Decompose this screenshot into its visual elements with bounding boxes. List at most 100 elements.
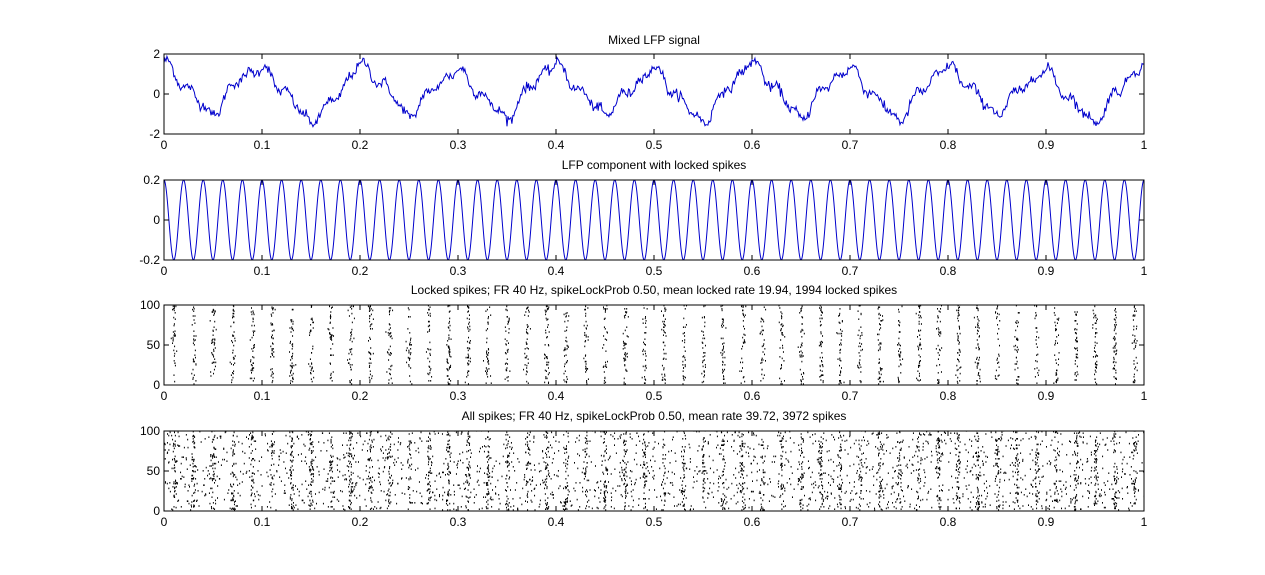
- spike-mark: [604, 309, 606, 312]
- spike-mark: [367, 442, 369, 445]
- spike-mark: [722, 502, 724, 505]
- spike-mark: [1131, 451, 1133, 454]
- spike-mark: [1037, 431, 1039, 434]
- spike-mark: [389, 336, 391, 338]
- spike-mark: [605, 504, 607, 506]
- spike-mark: [568, 315, 570, 317]
- spike-mark: [448, 466, 450, 468]
- spike-mark: [526, 371, 528, 373]
- spike-mark: [977, 322, 979, 324]
- plot-mixed-lfp: [164, 54, 1144, 128]
- spike-mark: [332, 477, 334, 479]
- spike-mark: [877, 471, 879, 474]
- spike-mark: [436, 488, 438, 490]
- spike-mark: [214, 508, 216, 510]
- x-tick-label: 0.2: [352, 264, 369, 278]
- spike-mark: [233, 305, 235, 308]
- spike-mark: [743, 333, 745, 336]
- spike-mark: [251, 336, 253, 339]
- spike-mark: [487, 470, 489, 473]
- spike-mark: [741, 440, 743, 442]
- spike-mark: [898, 494, 900, 497]
- spike-mark: [350, 486, 352, 488]
- spike-mark: [194, 354, 196, 356]
- spike-mark: [446, 468, 448, 470]
- spike-mark: [625, 495, 627, 498]
- spike-mark: [429, 439, 431, 442]
- spike-mark: [1056, 498, 1058, 501]
- spike-mark: [989, 504, 991, 506]
- spike-mark: [977, 374, 979, 376]
- spike-mark: [427, 455, 429, 458]
- spike-mark: [1116, 497, 1118, 499]
- spike-mark: [1053, 382, 1055, 384]
- spike-mark: [937, 458, 939, 460]
- spike-mark: [997, 494, 999, 496]
- spike-mark: [603, 326, 605, 328]
- spike-mark: [920, 329, 922, 332]
- spike-mark: [822, 374, 824, 376]
- spike-mark: [509, 436, 511, 438]
- spike-mark: [857, 334, 859, 336]
- spike-mark: [504, 338, 506, 340]
- spike-mark: [682, 466, 684, 469]
- spike-mark: [800, 330, 802, 332]
- spike-mark: [844, 492, 846, 494]
- spike-mark: [799, 476, 801, 478]
- spike-mark: [949, 438, 951, 440]
- spike-mark: [388, 311, 390, 313]
- spike-mark: [995, 464, 997, 466]
- spike-mark: [626, 484, 628, 486]
- spike-mark: [602, 347, 604, 349]
- spike-mark: [720, 500, 722, 502]
- spike-mark: [935, 450, 937, 453]
- spike-mark: [526, 355, 528, 357]
- spike-mark: [1094, 441, 1096, 443]
- spike-mark: [232, 451, 234, 454]
- spike-mark: [311, 473, 313, 475]
- spike-mark: [250, 359, 252, 361]
- spike-mark: [506, 376, 508, 379]
- spike-mark: [740, 305, 742, 308]
- spike-mark: [798, 461, 800, 463]
- spike-mark: [272, 451, 274, 454]
- spike-mark: [763, 447, 765, 450]
- spike-mark: [253, 324, 255, 327]
- spike-mark: [644, 376, 646, 378]
- spike-mark: [993, 465, 995, 467]
- spike-mark: [937, 431, 939, 433]
- spike-mark: [741, 357, 743, 360]
- spike-mark: [490, 496, 492, 498]
- spike-mark: [385, 331, 387, 333]
- spike-mark: [709, 434, 711, 436]
- spike-mark: [966, 465, 968, 467]
- spike-mark: [538, 470, 540, 473]
- spike-mark: [1035, 503, 1037, 506]
- spike-mark: [1076, 336, 1078, 339]
- spike-mark: [566, 482, 568, 484]
- spike-mark: [252, 362, 254, 364]
- spike-mark: [1094, 322, 1096, 324]
- spike-mark: [896, 432, 898, 434]
- spike-mark: [606, 331, 608, 333]
- spike-mark: [528, 452, 530, 454]
- spike-mark: [902, 358, 904, 360]
- spike-mark: [1073, 489, 1075, 491]
- spike-mark: [212, 311, 214, 313]
- spike-mark: [916, 377, 918, 380]
- spike-mark: [887, 472, 889, 474]
- spike-mark: [685, 497, 687, 499]
- spike-mark: [822, 335, 824, 337]
- spike-mark: [860, 349, 862, 352]
- spike-mark: [343, 454, 345, 456]
- spike-mark: [292, 308, 294, 311]
- spike-mark: [977, 490, 979, 492]
- spike-mark: [1118, 442, 1120, 444]
- spike-mark: [448, 479, 450, 482]
- spike-mark: [662, 481, 664, 483]
- spike-mark: [507, 442, 509, 445]
- spike-mark: [272, 380, 274, 382]
- spike-mark: [801, 474, 803, 476]
- spike-mark: [390, 335, 392, 337]
- spike-mark: [860, 326, 862, 328]
